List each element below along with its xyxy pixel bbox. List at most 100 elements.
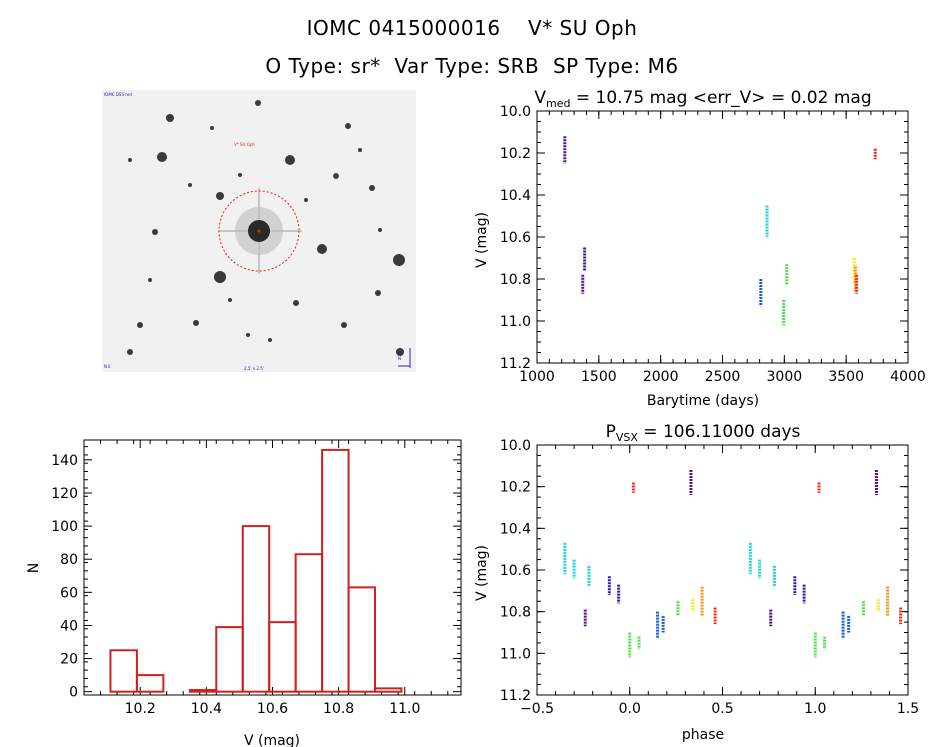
field-star <box>393 254 405 266</box>
x-tick-label: 2500 <box>705 369 741 385</box>
plot-frame <box>536 444 909 696</box>
x-tick-label: 10.2 <box>125 701 156 717</box>
target-circle <box>218 190 300 272</box>
target-marker <box>257 229 261 233</box>
histogram-panel: V (mag) N 10.2 10.4 10.6 10.8 11.0 0 20 40 60 80 1… <box>26 439 462 747</box>
field-star <box>246 333 250 337</box>
field-star <box>358 148 362 152</box>
x-tick-label: 11.0 <box>389 701 420 717</box>
x-tick-label: 1.5 <box>897 701 919 717</box>
y-tick-label: 10.8 <box>500 272 531 288</box>
y-tick-label: 10.0 <box>500 104 531 120</box>
y-tick-label: 10.0 <box>500 438 531 454</box>
field-star <box>255 100 261 106</box>
star-id-title: IOMC 0415000016 V* SU Oph <box>306 16 638 40</box>
histogram-bar <box>188 689 218 693</box>
y-tick-label: 11.2 <box>500 688 531 704</box>
x-tick-label: 0.5 <box>711 701 733 717</box>
y-tick-label: 10.4 <box>500 521 531 537</box>
finder-label-scale: 2.5' x 2.5' <box>244 366 264 371</box>
field-star <box>216 192 224 200</box>
histogram-bar <box>135 674 165 693</box>
x-tick-label: 4000 <box>890 369 926 385</box>
y-tick-label: 0 <box>69 685 78 701</box>
x-tick-label: 3000 <box>767 369 803 385</box>
y-tick-label: 20 <box>60 652 78 668</box>
y-tick-label: 10.2 <box>500 146 531 162</box>
histogram-bar <box>374 687 403 693</box>
y-tick-label: 100 <box>51 519 78 535</box>
plot-frame <box>536 110 909 364</box>
light-curve-xlabel: Barytime (days) <box>647 393 759 409</box>
field-star <box>317 244 327 254</box>
x-tick-label: 10.8 <box>323 701 354 717</box>
histogram-bar <box>241 525 271 693</box>
y-tick-label: 10.8 <box>500 605 531 621</box>
field-star <box>396 348 404 356</box>
field-star <box>304 198 308 202</box>
field-star <box>293 300 299 306</box>
histogram-bar <box>268 621 297 693</box>
field-star <box>148 278 152 282</box>
field-star <box>268 338 272 342</box>
field-star <box>137 322 143 328</box>
y-tick-label: 10.6 <box>500 230 531 246</box>
histogram-ylabel: N <box>26 563 42 573</box>
histogram-bar <box>321 448 350 693</box>
phase-curve-title: PVSX = 106.11000 days <box>606 422 801 444</box>
y-tick-label: 140 <box>51 453 78 469</box>
x-tick-label: 3500 <box>828 369 864 385</box>
finder-label-compass: N E <box>104 364 111 369</box>
field-star <box>127 349 133 355</box>
field-star <box>378 228 382 232</box>
finder-chart: IOMC DSS red V* SU Oph N E 2.5' x 2.5' N <box>102 90 416 372</box>
y-tick-label: 11.2 <box>500 356 531 372</box>
field-star <box>193 320 199 326</box>
field-star <box>285 155 295 165</box>
y-tick-label: 10.2 <box>500 480 531 496</box>
y-tick-label: 10.4 <box>500 188 531 204</box>
x-tick-label: 1000 <box>519 369 555 385</box>
histogram-xlabel: V (mag) <box>244 733 300 747</box>
y-tick-label: 80 <box>60 552 78 568</box>
phase-curve-xlabel: phase <box>682 727 724 743</box>
light-curve-panel: Vmed = 10.75 mag <err_V> = 0.02 mag Bary… <box>474 88 926 409</box>
y-tick-label: 60 <box>60 585 78 601</box>
field-star <box>214 271 226 283</box>
field-star <box>345 123 351 129</box>
y-tick-label: 40 <box>60 618 78 634</box>
light-curve-title: Vmed = 10.75 mag <err_V> = 0.02 mag <box>534 88 871 110</box>
histogram-bar <box>294 553 324 693</box>
field-star <box>157 152 167 162</box>
field-star <box>341 322 347 328</box>
x-tick-label: 2000 <box>643 369 679 385</box>
star-field <box>127 100 405 356</box>
y-tick-label: 10.6 <box>500 563 531 579</box>
x-tick-label: 0.0 <box>619 701 641 717</box>
x-tick-label: 1500 <box>581 369 617 385</box>
histogram-bar <box>109 649 138 693</box>
y-tick-label: 11.0 <box>500 646 531 662</box>
finder-label-survey: IOMC DSS red <box>104 92 132 97</box>
y-tick-label: 120 <box>51 486 78 502</box>
field-star <box>375 290 381 296</box>
field-star <box>369 185 375 191</box>
finder-label-north: N <box>398 356 401 361</box>
finder-label-target: V* SU Oph <box>234 142 255 147</box>
histogram-bar <box>215 626 244 693</box>
field-star <box>152 229 158 235</box>
y-tick-label: 11.0 <box>500 314 531 330</box>
field-star <box>238 173 242 177</box>
field-star <box>128 158 132 162</box>
phase-curve-panel: PVSX = 106.11000 days phase V (mag) −0.5… <box>474 422 919 743</box>
histogram-bar <box>347 586 377 693</box>
x-tick-label: −0.5 <box>520 701 554 717</box>
field-star <box>166 114 174 122</box>
field-star <box>333 173 339 179</box>
field-star <box>210 126 214 130</box>
field-star <box>188 183 192 187</box>
light-curve-ylabel: V (mag) <box>474 212 490 268</box>
field-star <box>228 298 232 302</box>
star-type-title: O Type: sr* Var Type: SRB SP Type: M6 <box>265 54 679 78</box>
